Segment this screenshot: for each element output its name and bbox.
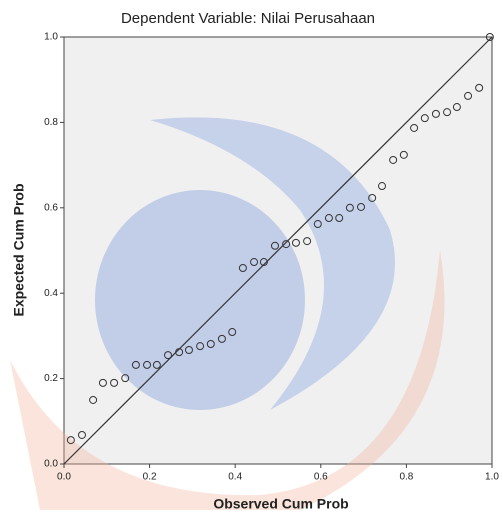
x-tick-label: 1.0 xyxy=(485,472,499,483)
x-axis-label: Observed Cum Prob xyxy=(213,496,348,512)
y-axis-label: Expected Cum Prob xyxy=(11,183,27,316)
y-tick-label: 1.0 xyxy=(44,32,58,43)
x-tick-label: 0.8 xyxy=(399,472,413,483)
y-tick-label: 0.2 xyxy=(44,373,58,384)
chart-title: Dependent Variable: Nilai Perusahaan xyxy=(121,10,375,27)
x-tick-label: 0.2 xyxy=(143,472,157,483)
y-tick-label: 0.4 xyxy=(44,288,58,299)
x-tick-label: 0.0 xyxy=(57,472,71,483)
chart: Dependent Variable: Nilai Perusahaan Obs… xyxy=(0,0,503,513)
x-tick-label: 0.6 xyxy=(314,472,328,483)
y-tick-label: 0.0 xyxy=(44,459,58,470)
y-tick-label: 0.8 xyxy=(44,117,58,128)
y-tick-label: 0.6 xyxy=(44,202,58,213)
x-tick-label: 0.4 xyxy=(228,472,242,483)
